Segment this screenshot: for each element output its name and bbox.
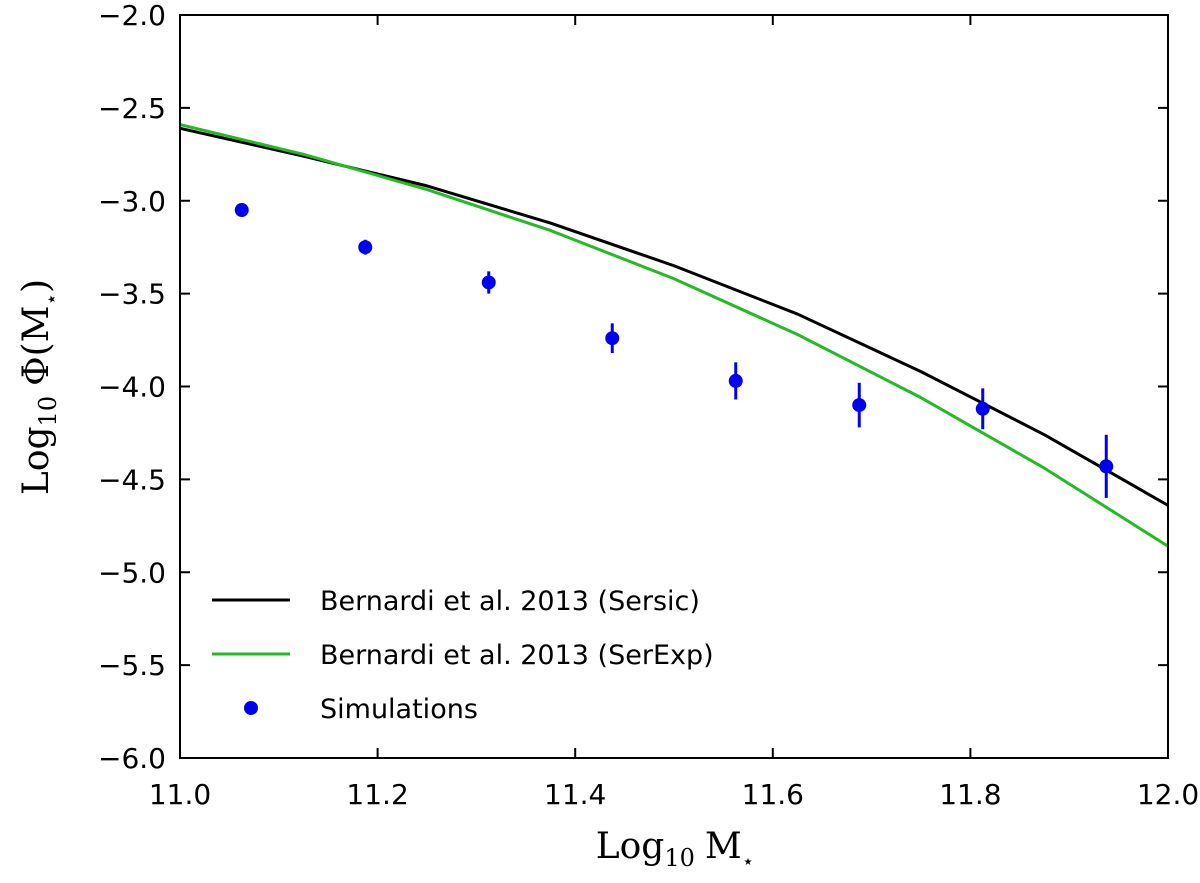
data-point-6 <box>975 401 990 416</box>
y-tick-label-5: −3.5 <box>98 278 166 311</box>
y-tick-label-3: −4.5 <box>98 463 166 496</box>
data-point-3 <box>605 331 620 346</box>
y-tick-label-4: −4.0 <box>98 371 166 404</box>
y-tick-label-0: −6.0 <box>98 742 166 775</box>
y-axis-label-main: Log <box>16 426 57 495</box>
data-point-1 <box>358 240 373 255</box>
x-tick-label-0: 11.0 <box>149 778 211 811</box>
y-axis-label-close: ) <box>16 279 57 293</box>
plot-marks <box>179 123 1169 548</box>
y-axis-label-sub: 10 <box>34 396 62 427</box>
legend-marker-simulations <box>244 701 258 715</box>
x-tick-label-2: 11.4 <box>544 778 606 811</box>
legend-label-serexp: Bernardi et al. 2013 (SerExp) <box>320 640 714 671</box>
series-line-1 <box>179 123 1169 548</box>
x-tick-label-3: 11.6 <box>742 778 804 811</box>
axis-ticks: 11.0 11.2 11.4 11.6 11.8 12.0 −6.0 −5.5 −5.0 −4.5… <box>98 0 1199 811</box>
y-axis-label-sup: ⋆ <box>39 293 63 306</box>
y-axis-label: Log10 Φ(M⋆) <box>16 279 63 495</box>
data-point-4 <box>728 373 743 388</box>
y-tick-label-1: −5.5 <box>98 649 166 682</box>
legend: Bernardi et al. 2013 (Sersic) Bernardi e… <box>212 586 714 725</box>
legend-label-simulations: Simulations <box>320 694 478 725</box>
y-tick-label-6: −3.0 <box>98 185 166 218</box>
x-axis-label: Log10 M⋆ <box>596 826 755 873</box>
y-tick-label-8: −2.0 <box>98 0 166 32</box>
x-axis-label-main: Log <box>596 826 665 867</box>
data-point-7 <box>1099 459 1114 474</box>
y-axis-label-tail: Φ(M <box>16 305 57 385</box>
data-point-0 <box>234 203 249 218</box>
legend-label-sersic: Bernardi et al. 2013 (Sersic) <box>320 586 700 617</box>
x-tick-label-5: 12.0 <box>1137 778 1199 811</box>
series-line-0 <box>179 126 1169 507</box>
x-tick-label-4: 11.8 <box>939 778 1001 811</box>
x-axis-label-sub: 10 <box>664 844 695 872</box>
data-point-5 <box>852 398 867 413</box>
x-axis-label-tail: M <box>705 826 742 867</box>
x-axis-label-sup: ⋆ <box>742 849 755 873</box>
y-tick-label-7: −2.5 <box>98 92 166 125</box>
x-tick-label-1: 11.2 <box>346 778 408 811</box>
y-tick-label-2: −5.0 <box>98 556 166 589</box>
data-point-2 <box>481 275 496 290</box>
